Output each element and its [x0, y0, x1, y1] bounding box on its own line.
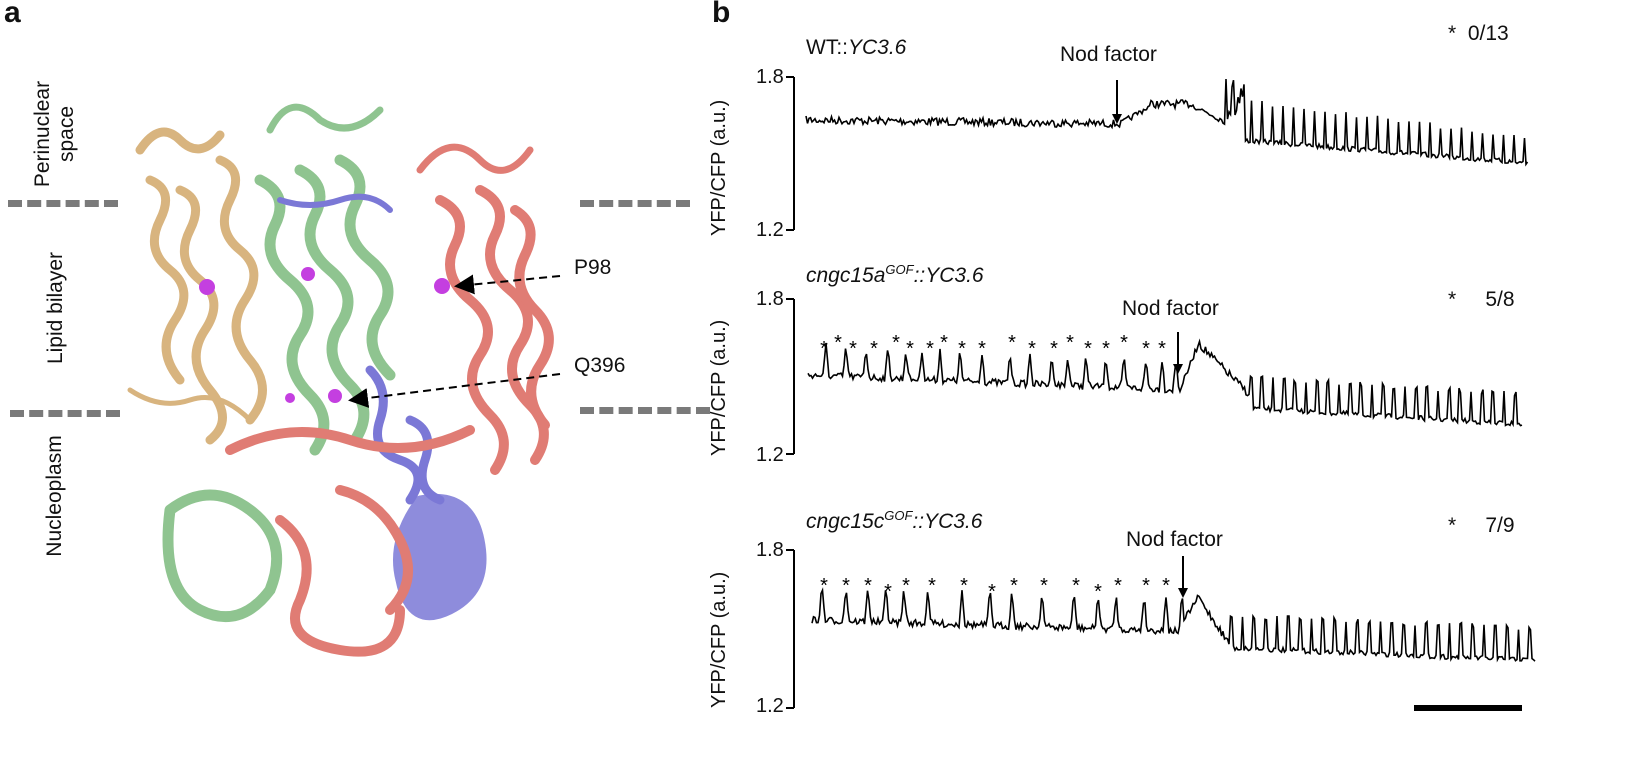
trace-1-axis	[786, 76, 795, 231]
trace-3-ytick-bottom: 1.2	[756, 695, 784, 717]
subunit-purple	[277, 193, 487, 621]
trace-2-ytick-top: 1.8	[756, 288, 784, 310]
trace-2-spike-star-8: *	[940, 332, 948, 354]
trace-3-spike-star-12: *	[1094, 581, 1102, 603]
subunit-salmon	[225, 143, 554, 657]
trace-3-line	[811, 587, 1536, 663]
trace-2-spike-star-14: *	[1066, 332, 1074, 354]
membrane-bottom-dash-right	[580, 407, 710, 414]
trace-3-count: * 7/9	[1448, 514, 1515, 537]
q396-arrow	[348, 373, 561, 408]
panel-b-label: b	[712, 0, 731, 29]
trace-1-ytick-top: 1.8	[756, 66, 784, 88]
trace-2-line	[807, 338, 1523, 428]
trace-2-spike-star-19: *	[1158, 338, 1166, 360]
trace-2-spike-star-10: *	[978, 338, 986, 360]
residue-marker-green-lower	[285, 393, 295, 403]
trace-3-spike-star-4: *	[884, 581, 892, 603]
trace-2-spike-star-5: *	[892, 332, 900, 354]
trace-2-spike-star-15: *	[1084, 338, 1092, 360]
trace-2-spike-star-3: *	[849, 338, 857, 360]
trace-3-spike-star-7: *	[960, 575, 968, 597]
trace-1-line	[805, 78, 1529, 167]
trace-3-spike-star-1: *	[820, 575, 828, 597]
subunit-tan	[127, 127, 267, 445]
membrane-top-dash-left	[8, 200, 118, 207]
trace-2-spike-star-16: *	[1102, 338, 1110, 360]
residue-marker-green	[301, 267, 315, 281]
trace-2-nod-label: Nod factor	[1122, 297, 1219, 320]
trace-3-spike-star-9: *	[1010, 575, 1018, 597]
trace-3-spike-star-6: *	[928, 575, 936, 597]
annotation-p98: P98	[574, 256, 612, 279]
trace-3-axis	[786, 549, 795, 709]
p98-arrow	[454, 274, 561, 295]
trace-3-nod-label: Nod factor	[1126, 528, 1223, 551]
trace-3-nod-arrow	[1178, 556, 1188, 598]
trace-3-spike-star-11: *	[1072, 575, 1080, 597]
trace-3-spike-star-10: *	[1040, 575, 1048, 597]
trace-3-spike-star-15: *	[1162, 575, 1170, 597]
annotation-arrows	[348, 274, 561, 408]
trace-1-count: * 0/13	[1448, 22, 1509, 45]
trace-2-spike-star-13: *	[1050, 338, 1058, 360]
trace-1-title: WT::YC3.6	[806, 36, 907, 59]
residue-marker-q396	[328, 389, 342, 403]
panel-a-label: a	[4, 0, 21, 29]
trace-2-spike-star-9: *	[958, 338, 966, 360]
trace-2-ytick-bottom: 1.2	[756, 444, 784, 466]
trace-3-ytick-top: 1.8	[756, 539, 784, 561]
trace-2-spike-star-11: *	[1008, 332, 1016, 354]
membrane-bottom-dash-left	[10, 410, 120, 417]
trace-3-spike-star-2: *	[842, 575, 850, 597]
trace-2-spike-star-12: *	[1028, 338, 1036, 360]
trace-1-nod-label: Nod factor	[1060, 43, 1157, 66]
trace-2-nod-arrow	[1173, 332, 1183, 374]
annotation-q396: Q396	[574, 354, 626, 377]
trace-3-spike-star-5: *	[902, 575, 910, 597]
trace-2-axis	[786, 298, 795, 455]
trace-2-spike-star-7: *	[926, 338, 934, 360]
trace-2-spike-star-18: *	[1142, 338, 1150, 360]
trace-2-spike-star-4: *	[870, 338, 878, 360]
membrane-top-dash-right	[580, 200, 690, 207]
protein-structure-illustration	[127, 103, 554, 657]
trace-2-spike-star-2: *	[834, 332, 842, 354]
trace-2-count: * 5/8	[1448, 288, 1515, 311]
trace-2-spike-star-6: *	[906, 338, 914, 360]
trace-3-spike-star-8: *	[988, 581, 996, 603]
trace-2-spike-star-1: *	[820, 338, 828, 360]
trace-3-spike-star-3: *	[864, 575, 872, 597]
trace-3-spike-star-13: *	[1114, 575, 1122, 597]
trace-2-title: cngc15aGOF::YC3.6	[806, 262, 984, 287]
residue-markers	[199, 267, 450, 403]
trace-3-title: cngc15cGOF::YC3.6	[806, 508, 983, 533]
trace-1-nod-arrow	[1112, 80, 1122, 124]
residue-marker-tan	[199, 279, 215, 295]
residue-marker-p98	[434, 278, 450, 294]
trace-2-spike-star-17: *	[1120, 332, 1128, 354]
trace-1-ytick-bottom: 1.2	[756, 219, 784, 241]
trace-3-spike-star-14: *	[1142, 575, 1150, 597]
